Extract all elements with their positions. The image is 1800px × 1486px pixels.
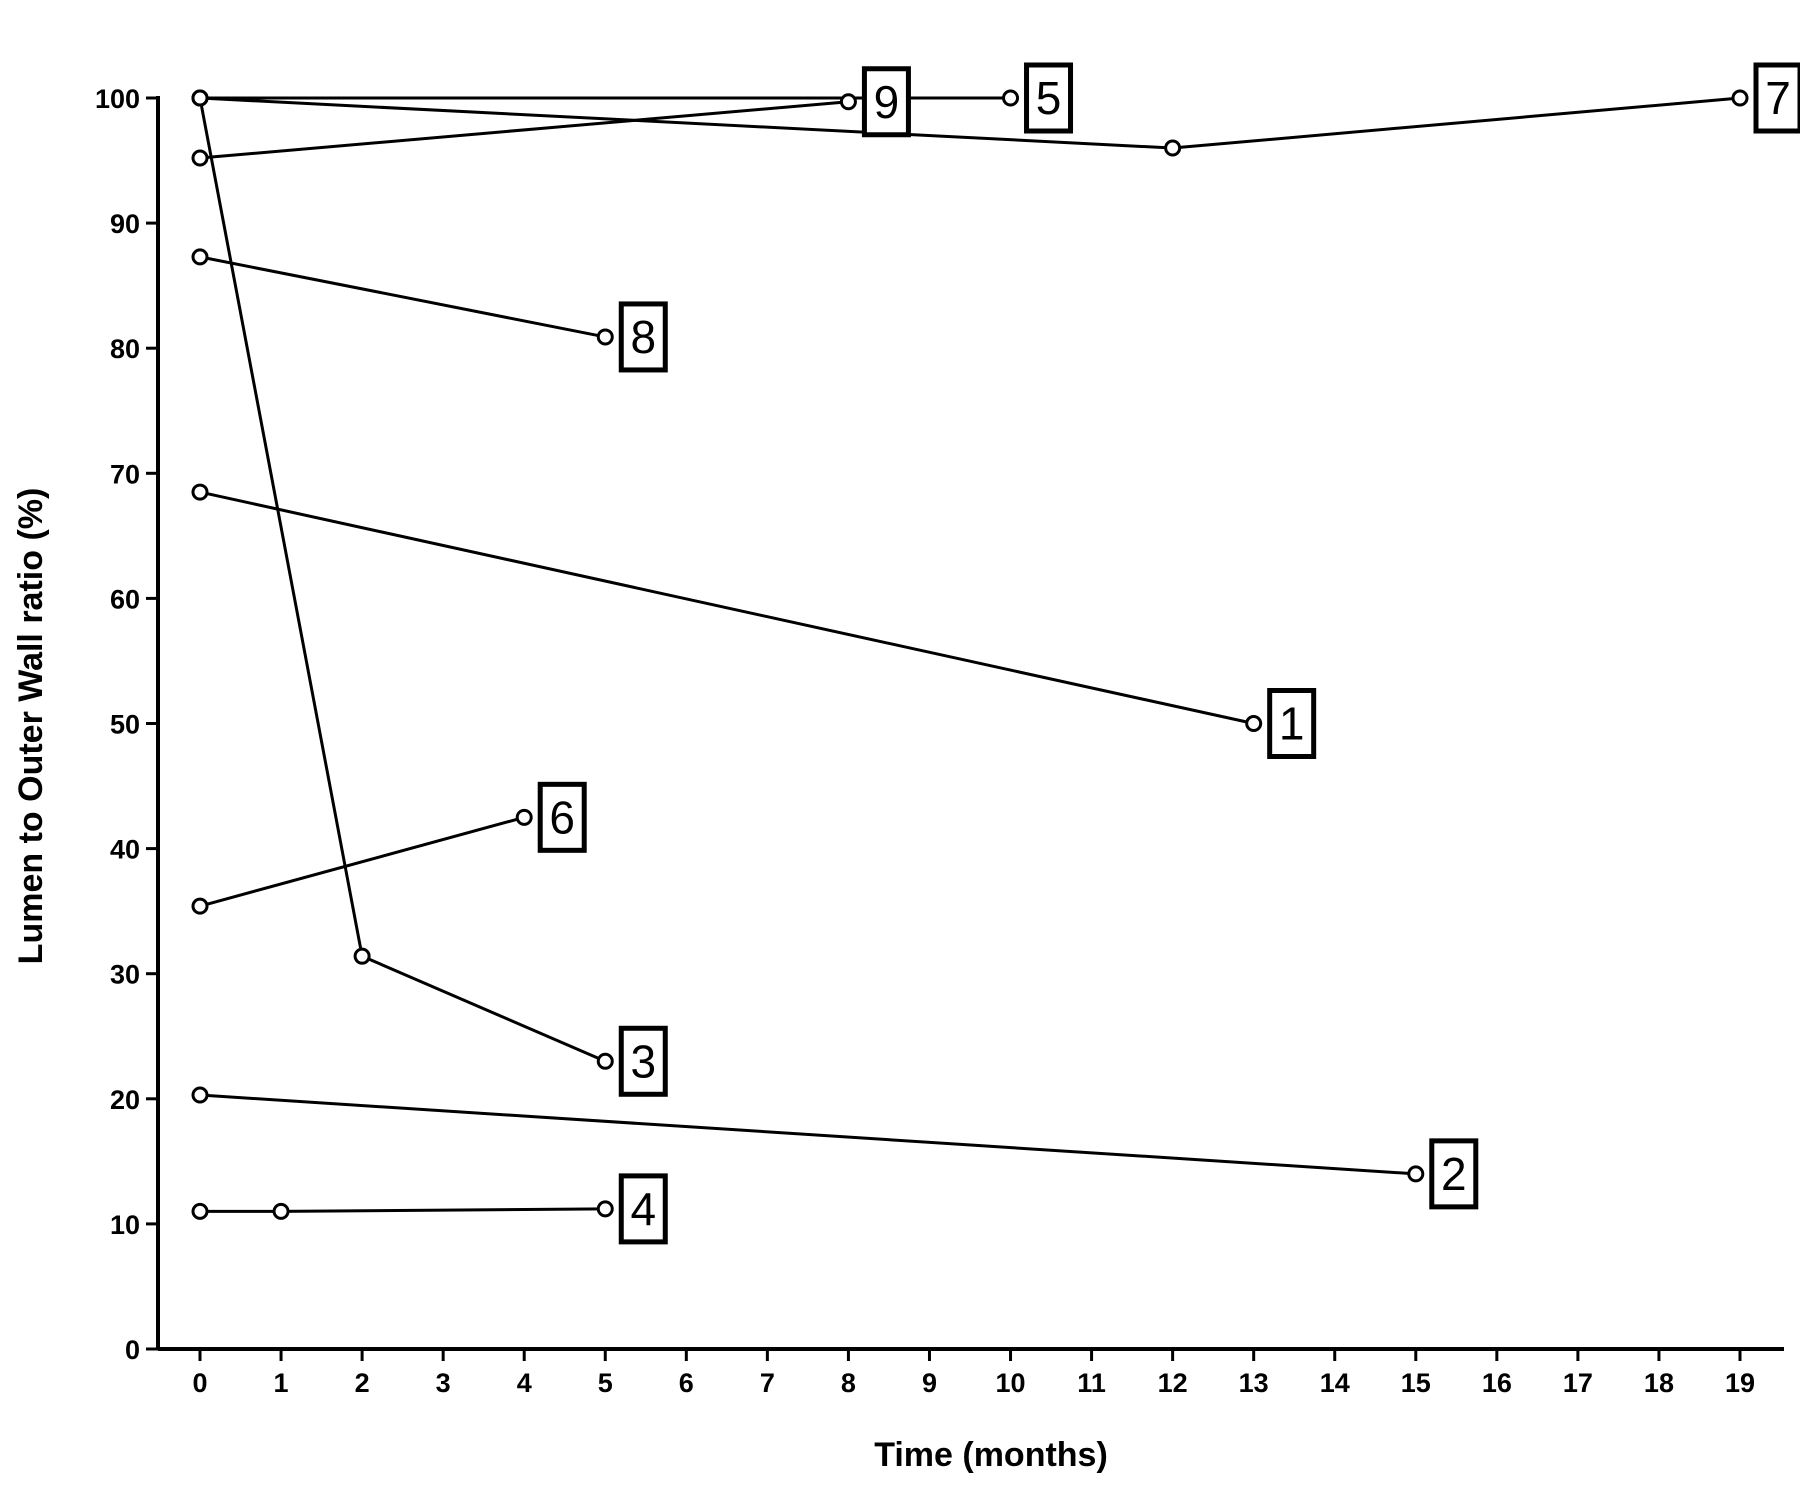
axes [156, 96, 1784, 1351]
y-tick-label: 40 [110, 835, 140, 865]
series-line-4 [200, 1207, 606, 1213]
data-point-series-6 [191, 897, 209, 915]
series-line-7 [199, 96, 1741, 150]
series-label-4: 4 [618, 1173, 668, 1245]
series-label-box [618, 301, 668, 373]
data-point-series-7 [191, 89, 209, 107]
x-tick-label: 7 [760, 1368, 775, 1398]
series-label-box [861, 66, 911, 138]
x-tick-label: 14 [1320, 1368, 1350, 1398]
series-label-6: 6 [537, 781, 587, 853]
x-tick-label: 4 [517, 1368, 532, 1398]
data-point-series-5 [1002, 89, 1020, 107]
series-line-8 [199, 255, 606, 339]
x-tick-label: 19 [1725, 1368, 1755, 1398]
series-label-box [618, 1173, 668, 1245]
series-label-text: 2 [1441, 1148, 1467, 1200]
series-markers [191, 89, 1749, 1220]
data-point-series-2 [191, 1086, 209, 1104]
data-point-series-3 [353, 947, 371, 965]
y-tick-label: 20 [110, 1085, 140, 1115]
x-tick-label: 3 [436, 1368, 451, 1398]
data-point-series-4 [272, 1202, 290, 1220]
y-tick-label: 70 [110, 459, 140, 489]
series-lines [198, 96, 1741, 1213]
series-label-9: 9 [861, 66, 911, 138]
data-point-series-9 [839, 93, 857, 111]
series-label-7: 7 [1753, 62, 1800, 134]
series-line-1 [199, 490, 1255, 725]
series-label-box [1267, 688, 1317, 759]
series-label-box [537, 781, 587, 853]
series-label-box [1429, 1138, 1479, 1210]
y-tick-label: 0 [125, 1335, 140, 1365]
y-tick-label: 50 [110, 710, 140, 740]
series-label-text: 7 [1765, 72, 1791, 124]
data-point-series-7 [1164, 139, 1182, 157]
y-tick-label: 90 [110, 209, 140, 239]
data-point-series-8 [191, 248, 209, 266]
series-label-2: 2 [1429, 1138, 1479, 1210]
x-tick-label: 17 [1563, 1368, 1593, 1398]
series-label-box [618, 1025, 668, 1097]
x-tick-label: 10 [996, 1368, 1026, 1398]
x-tick-label: 16 [1482, 1368, 1512, 1398]
series-label-text: 8 [630, 311, 656, 363]
y-axis-title: Lumen to Outer Wall ratio (%) [12, 488, 50, 965]
y-ticks: 0 10 20 30 40 50 60 70 80 90 100 [95, 84, 158, 1365]
series-line-9 [199, 100, 849, 160]
x-tick-label: 15 [1401, 1368, 1431, 1398]
series-line-3 [198, 97, 606, 1063]
series-label-8: 8 [618, 301, 668, 373]
series-label-text: 9 [874, 76, 900, 128]
series-label-box [1753, 62, 1800, 134]
x-ticks: 0 1 2 3 4 5 6 7 8 9 10 11 12 13 14 15 16 17 18 19 [192, 1349, 1755, 1398]
x-tick-label: 12 [1158, 1368, 1188, 1398]
y-tick-label: 10 [110, 1210, 140, 1240]
x-tick-label: 11 [1077, 1368, 1106, 1398]
y-tick-label: 100 [95, 84, 140, 114]
series-label-text: 6 [549, 791, 575, 843]
x-tick-label: 2 [355, 1368, 370, 1398]
data-point-series-3 [596, 1052, 614, 1070]
data-point-series-7 [1731, 89, 1749, 107]
x-tick-label: 5 [598, 1368, 613, 1398]
series-label-text: 5 [1036, 72, 1062, 124]
series-label-5: 5 [1024, 62, 1074, 134]
series-line-2 [199, 1093, 1416, 1176]
x-axis-title: Time (months) [874, 1436, 1108, 1474]
x-tick-label: 1 [274, 1368, 289, 1398]
series-label-box [1024, 62, 1074, 134]
data-point-series-1 [1245, 715, 1263, 732]
y-tick-label: 80 [110, 334, 140, 364]
x-tick-label: 0 [192, 1368, 207, 1398]
data-point-series-6 [515, 808, 533, 826]
series-line-6 [199, 815, 525, 908]
x-tick-label: 6 [679, 1368, 694, 1398]
y-tick-label: 60 [110, 584, 140, 614]
data-point-series-4 [191, 1202, 209, 1220]
data-point-series-4 [596, 1200, 614, 1218]
data-point-series-9 [191, 149, 209, 167]
series-label-text: 1 [1279, 698, 1305, 750]
series-label-1: 1 [1267, 688, 1317, 759]
data-point-series-2 [1407, 1165, 1425, 1183]
x-tick-label: 13 [1239, 1368, 1269, 1398]
x-tick-label: 8 [841, 1368, 856, 1398]
series-label-text: 4 [630, 1183, 656, 1235]
series-labels: 1 2 3 4 5 6 7 8 9 [537, 62, 1800, 1245]
series-label-text: 3 [630, 1035, 656, 1087]
x-tick-label: 18 [1644, 1368, 1674, 1398]
y-tick-label: 30 [110, 960, 140, 990]
series-label-3: 3 [618, 1025, 668, 1097]
data-point-series-1 [191, 483, 209, 501]
data-point-series-8 [596, 328, 614, 346]
x-tick-label: 9 [922, 1368, 937, 1398]
